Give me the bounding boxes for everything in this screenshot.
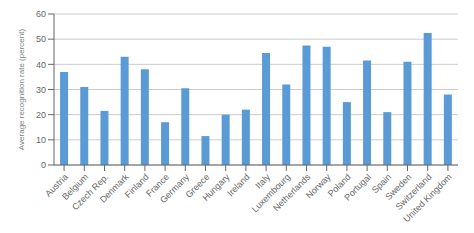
svg-text:Austria: Austria (43, 171, 70, 199)
svg-text:United Kingdom: United Kingdom (401, 172, 453, 224)
svg-text:10: 10 (36, 135, 46, 145)
svg-text:Greece: Greece (183, 171, 212, 200)
svg-text:Denmark: Denmark (98, 172, 131, 205)
svg-text:Germany: Germany (158, 171, 192, 206)
svg-text:30: 30 (36, 85, 46, 95)
svg-text:Portugal: Portugal (342, 172, 373, 203)
svg-text:50: 50 (36, 34, 46, 44)
svg-text:60: 60 (36, 9, 46, 19)
svg-text:Spain: Spain (369, 171, 394, 196)
svg-text:20: 20 (36, 110, 46, 120)
svg-text:Average recognition rate (perc: Average recognition rate (percent) (17, 29, 26, 151)
svg-text:Belgium: Belgium (60, 171, 91, 202)
svg-text:Norway: Norway (304, 172, 333, 201)
svg-text:France: France (144, 171, 171, 199)
svg-text:Poland: Poland (325, 171, 353, 199)
svg-text:Netherlands: Netherlands (271, 171, 313, 214)
svg-text:Czech Rep.: Czech Rep. (70, 171, 111, 213)
svg-text:0: 0 (41, 160, 46, 170)
svg-text:Italy: Italy (253, 171, 272, 191)
svg-text:Finland: Finland (123, 172, 151, 200)
svg-text:Sweden: Sweden (383, 171, 414, 202)
svg-text:Hungary: Hungary (200, 172, 231, 203)
svg-text:Ireland: Ireland (225, 172, 252, 199)
svg-text:Switzerland: Switzerland (393, 171, 434, 212)
svg-text:Luxembourg: Luxembourg (249, 171, 293, 215)
svg-text:40: 40 (36, 60, 46, 70)
